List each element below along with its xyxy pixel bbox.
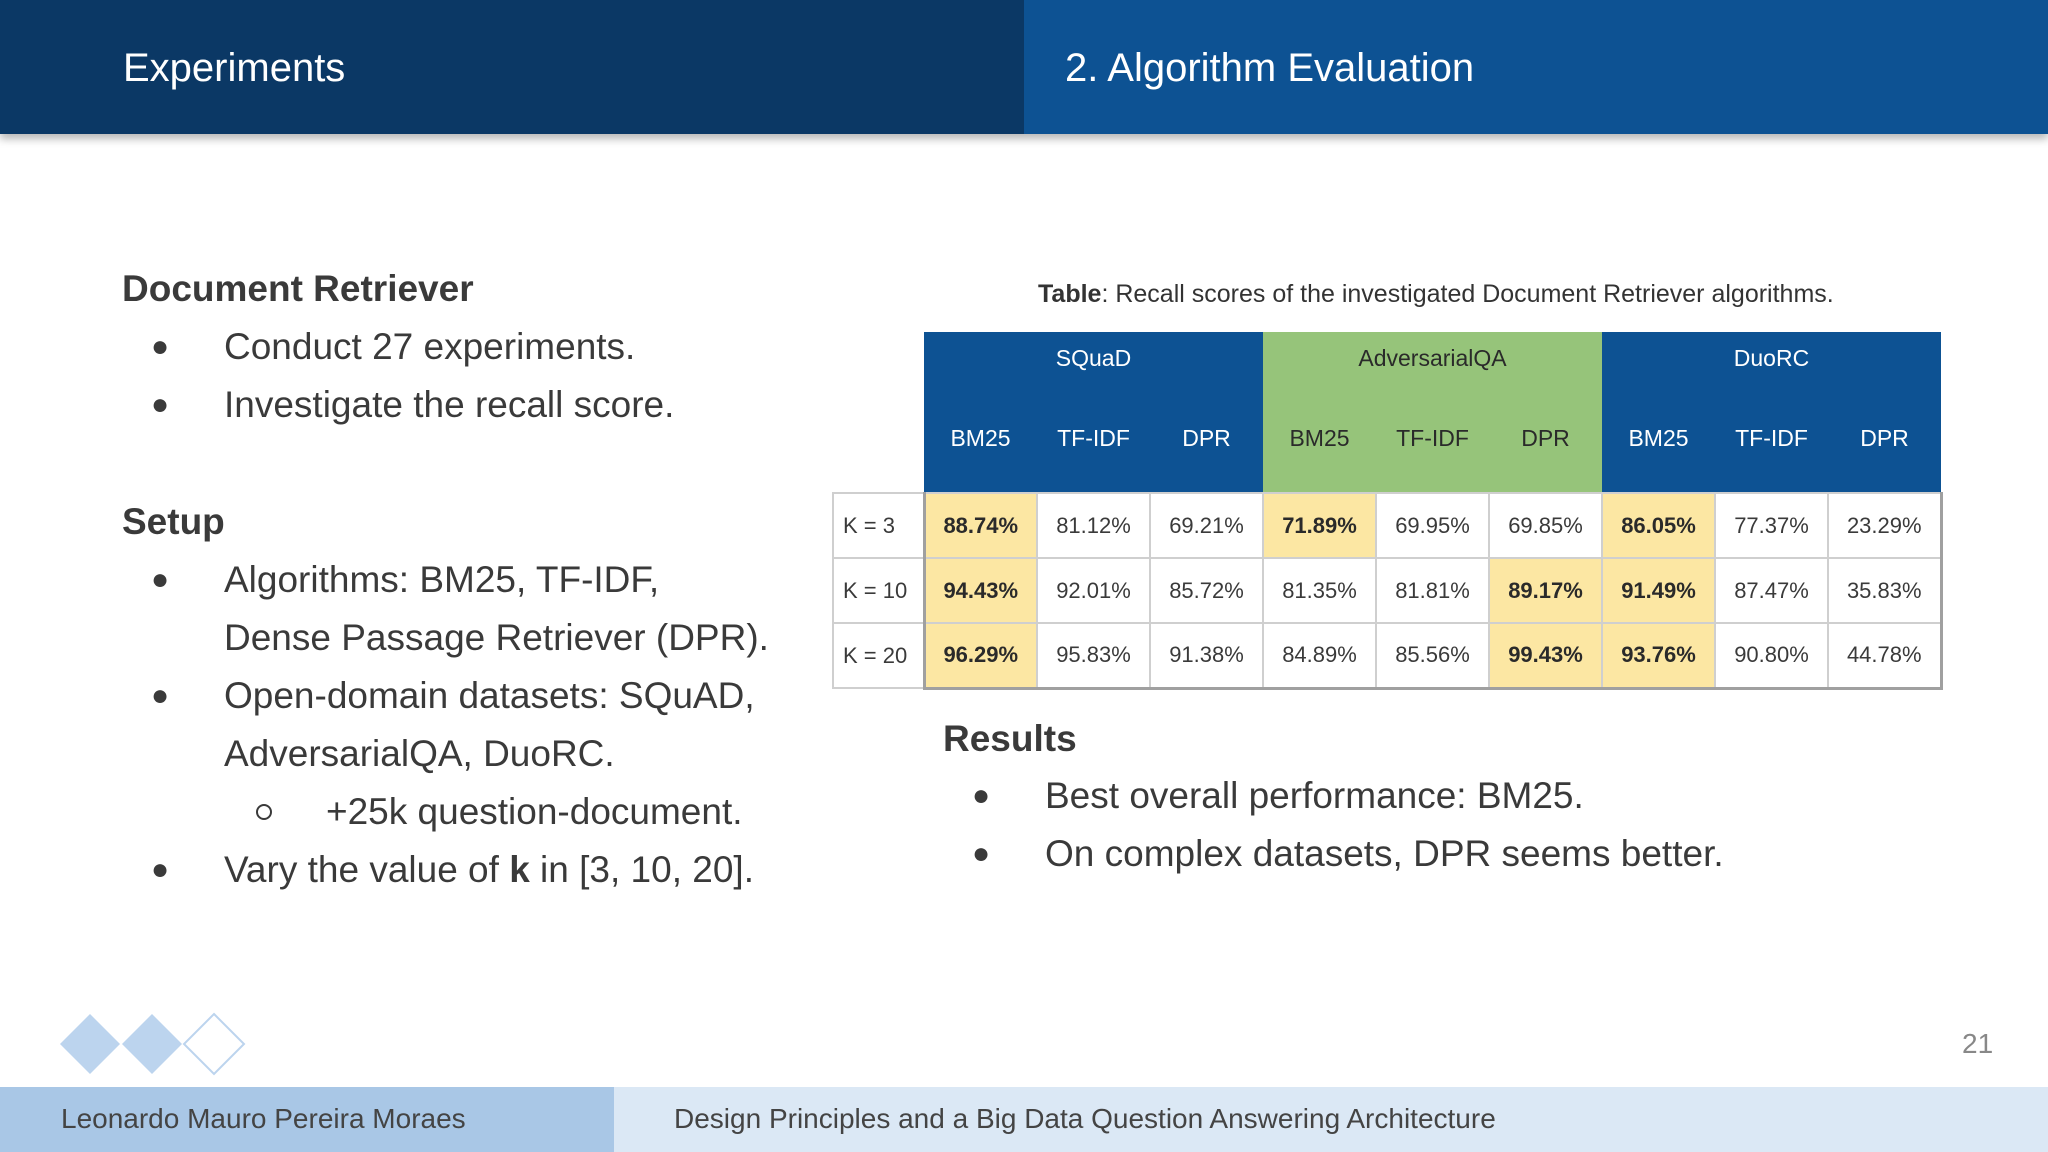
group-header-adversarialqa: AdversarialQA <box>1263 332 1602 385</box>
doc-retriever-heading: Document Retriever <box>122 268 474 309</box>
table-cell: 77.37% <box>1714 492 1829 559</box>
setup-heading: Setup <box>122 501 225 542</box>
bullet-dot: ● <box>972 779 991 812</box>
table-cell: 71.89% <box>1262 492 1377 559</box>
footer-title-panel: Design Principles and a Big Data Questio… <box>614 1087 2048 1152</box>
table-row: K = 10 94.43% 92.01% 85.72% 81.35% 81.81… <box>832 557 1943 624</box>
header-section-panel: Experiments <box>0 0 1024 134</box>
caption-text: : Recall scores of the investigated Docu… <box>1101 280 1834 308</box>
subheader-cell: DPR <box>1150 385 1263 493</box>
setup-algorithms-line-2: Dense Passage Retriever (DPR). <box>224 617 769 658</box>
table-cell: 35.83% <box>1827 557 1943 624</box>
doc-retriever-bullet-2: Investigate the recall score. <box>224 384 675 425</box>
sub-bullet-circle <box>256 804 272 820</box>
table-cell: 90.80% <box>1714 622 1829 690</box>
bullet-dot: ● <box>151 563 170 596</box>
slide-header: Experiments 2. Algorithm Evaluation <box>0 0 2048 134</box>
group-header-duorc: DuoRC <box>1602 332 1941 385</box>
table-corner <box>833 385 924 493</box>
results-bullet-2: On complex datasets, DPR seems better. <box>1045 833 1724 874</box>
subsection-title: 2. Algorithm Evaluation <box>1065 46 1475 90</box>
table-cell: 69.21% <box>1149 492 1264 559</box>
table-cell: 89.17% <box>1488 557 1603 624</box>
table-cell: 84.89% <box>1262 622 1377 690</box>
setup-datasets-line-2: AdversarialQA, DuoRC. <box>224 733 615 774</box>
row-label: K = 10 <box>832 557 925 624</box>
table-subheader-row: BM25 TF-IDF DPR BM25 TF-IDF DPR BM25 TF-… <box>833 385 1941 493</box>
table-cell: 69.85% <box>1488 492 1603 559</box>
bullet-dot: ● <box>151 679 170 712</box>
footer-author: Leonardo Mauro Pereira Moraes <box>61 1103 466 1134</box>
table-cell: 99.43% <box>1488 622 1603 690</box>
results-bullet-1: Best overall performance: BM25. <box>1045 775 1584 816</box>
subheader-cell: DPR <box>1489 385 1602 493</box>
setup-sub-bullet: +25k question-document. <box>326 791 743 832</box>
vary-suffix: in [3, 10, 20]. <box>529 849 754 890</box>
table-cell: 23.29% <box>1827 492 1943 559</box>
table-row: K = 20 96.29% 95.83% 91.38% 84.89% 85.56… <box>832 622 1943 690</box>
table-cell: 81.81% <box>1375 557 1490 624</box>
table-caption: Table: Recall scores of the investigated… <box>1038 278 1834 310</box>
row-label: K = 20 <box>832 622 925 689</box>
page-number: 21 <box>1962 1028 1994 1059</box>
table-cell: 95.83% <box>1036 622 1151 690</box>
table-cell: 88.74% <box>922 492 1038 559</box>
subheader-cell: BM25 <box>1602 385 1715 493</box>
vary-k-symbol: k <box>509 849 530 890</box>
bullet-dot: ● <box>151 388 170 421</box>
table-cell: 87.47% <box>1714 557 1829 624</box>
subheader-cell: BM25 <box>1263 385 1376 493</box>
bullet-dot: ● <box>151 330 170 363</box>
recall-table: SQuaD AdversarialQA DuoRC BM25 TF-IDF DP… <box>832 332 1943 690</box>
table-group-header-row: SQuaD AdversarialQA DuoRC <box>833 332 1941 385</box>
table-cell: 81.12% <box>1036 492 1151 559</box>
setup-datasets-line-1: Open-domain datasets: SQuAD, <box>224 675 755 716</box>
table-cell: 86.05% <box>1601 492 1716 559</box>
group-header-squad: SQuaD <box>924 332 1263 385</box>
bullet-dot: ● <box>151 853 170 886</box>
table-cell: 85.56% <box>1375 622 1490 690</box>
results-heading: Results <box>943 718 1077 759</box>
subheader-cell: TF-IDF <box>1715 385 1828 493</box>
header-subsection-panel: 2. Algorithm Evaluation <box>1024 0 2048 134</box>
table-cell: 81.35% <box>1262 557 1377 624</box>
subheader-cell: DPR <box>1828 385 1941 493</box>
subheader-cell: TF-IDF <box>1376 385 1489 493</box>
table-cell: 93.76% <box>1601 622 1716 690</box>
table-cell: 94.43% <box>922 557 1038 624</box>
table-cell: 69.95% <box>1375 492 1490 559</box>
section-title: Experiments <box>123 46 346 90</box>
table-cell: 91.49% <box>1601 557 1716 624</box>
setup-vary-k: Vary the value of k in [3, 10, 20]. <box>224 847 754 893</box>
footer-title: Design Principles and a Big Data Questio… <box>674 1103 1496 1134</box>
table-row: K = 3 88.74% 81.12% 69.21% 71.89% 69.95%… <box>832 492 1943 559</box>
bullet-dot: ● <box>972 837 991 870</box>
decorative-diamonds-icon <box>60 1012 246 1076</box>
vary-prefix: Vary the value of <box>224 849 510 890</box>
setup-algorithms-line-1: Algorithms: BM25, TF-IDF, <box>224 559 660 600</box>
doc-retriever-bullet-1: Conduct 27 experiments. <box>224 326 636 367</box>
footer-author-panel: Leonardo Mauro Pereira Moraes <box>0 1087 614 1152</box>
table-cell: 96.29% <box>922 622 1038 690</box>
subheader-cell: TF-IDF <box>1037 385 1150 493</box>
table-cell: 91.38% <box>1149 622 1264 690</box>
row-label: K = 3 <box>832 492 925 559</box>
table-cell: 44.78% <box>1827 622 1943 690</box>
table-corner <box>833 332 924 385</box>
caption-label: Table <box>1038 280 1102 308</box>
subheader-cell: BM25 <box>924 385 1037 493</box>
table-cell: 92.01% <box>1036 557 1151 624</box>
table-cell: 85.72% <box>1149 557 1264 624</box>
